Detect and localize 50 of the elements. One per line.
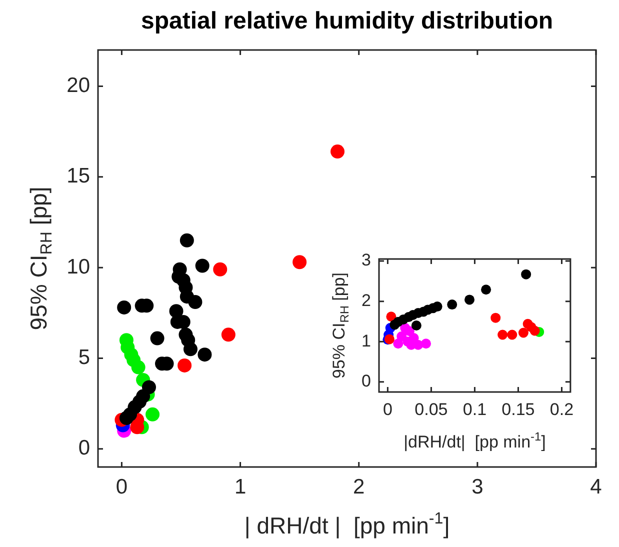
point [518, 328, 528, 338]
y-tick-label: 0 [78, 436, 90, 460]
point [521, 269, 532, 280]
y-tick-label: 1 [362, 331, 371, 350]
point [150, 331, 164, 346]
x-tick-label: 4 [590, 475, 602, 498]
y-tick-label: 15 [66, 164, 90, 188]
point [386, 312, 396, 322]
point [188, 295, 202, 310]
point [464, 294, 474, 305]
point [292, 255, 307, 270]
y-tick-label: 3 [362, 250, 371, 270]
y-tick-label: 5 [78, 346, 90, 370]
point [183, 342, 198, 356]
x-tick-label: 0.15 [502, 400, 535, 419]
point [390, 320, 400, 330]
point [178, 358, 192, 372]
point [198, 348, 212, 362]
point [131, 360, 146, 374]
point [530, 326, 540, 336]
point [408, 332, 419, 343]
point [330, 144, 345, 159]
point [117, 300, 132, 314]
x-tick-label: 3 [472, 475, 484, 498]
point [490, 312, 501, 323]
point [146, 407, 160, 422]
y-tick-label: 20 [66, 74, 90, 98]
y-tick-label: 10 [66, 255, 90, 278]
x-tick-label: 0.2 [550, 400, 574, 419]
x-tick-label: 0 [382, 400, 392, 419]
x-tick-label: 0 [116, 475, 128, 498]
point [411, 320, 422, 330]
point [180, 233, 194, 248]
chart-title: spatial relative humidity distribution [140, 8, 554, 35]
y-tick-label: 0 [362, 372, 371, 391]
point [195, 258, 210, 273]
y-axis-title: 95% CIRH [pp] [25, 186, 56, 330]
x-tick-label: 1 [234, 475, 246, 498]
point [498, 330, 508, 340]
point [119, 411, 134, 426]
point [213, 262, 228, 276]
y-tick-label: 2 [362, 291, 371, 310]
point [481, 284, 492, 295]
x-tick-label: 0.1 [462, 400, 487, 419]
point [447, 300, 458, 310]
point [507, 330, 518, 340]
x-tick-label: 0.05 [414, 400, 448, 419]
y-axis-title: 95% CIRH [pp] [330, 272, 352, 378]
point [420, 338, 431, 349]
point [221, 328, 236, 342]
